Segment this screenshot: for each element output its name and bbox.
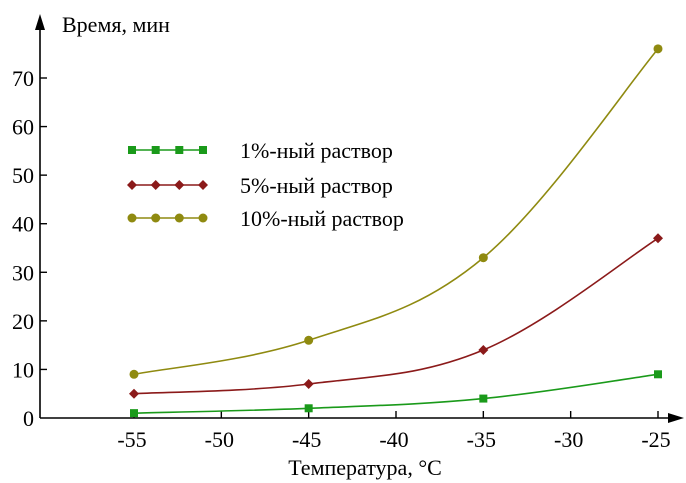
x-tick-label: -40	[379, 427, 408, 452]
legend-item-1: 1%-ный раствор	[128, 138, 393, 163]
y-tick-label: 40	[12, 212, 34, 237]
series-1	[130, 370, 662, 418]
data-point	[303, 379, 314, 389]
legend-item-2: 5%-ный раствор	[127, 173, 393, 198]
x-tick-label: -30	[554, 427, 583, 452]
legend: 1%-ный раствор 5%-ный раствор 10%-ный раст…	[127, 138, 404, 231]
series-line	[133, 48, 659, 376]
x-ticks: -55 -50 -45 -40 -35 -30 -25	[117, 411, 671, 452]
data-point	[129, 369, 139, 379]
legend-marker	[151, 213, 161, 223]
data-point	[654, 370, 662, 379]
x-tick-label: -55	[117, 427, 146, 452]
legend-label: 10%-ный раствор	[240, 206, 404, 231]
y-tick-label: 70	[12, 66, 34, 91]
y-tick-label: 20	[12, 309, 34, 334]
y-tick-label: 10	[12, 357, 34, 382]
legend-marker	[174, 213, 184, 223]
legend-marker	[198, 180, 208, 190]
data-point	[478, 345, 489, 355]
x-tick-label: -35	[467, 427, 496, 452]
x-axis-label: Температура, °C	[288, 455, 442, 480]
y-tick-label: 60	[12, 115, 34, 140]
data-point	[304, 404, 313, 413]
y-ticks: 0 10 20 30 40 50 60 70	[12, 66, 47, 431]
axes	[35, 14, 684, 423]
data-point	[478, 253, 488, 263]
y-tick-label: 50	[12, 163, 34, 188]
series-group	[129, 44, 663, 418]
data-point	[129, 388, 139, 399]
x-tick-label: -25	[641, 427, 670, 452]
legend-marker	[128, 146, 136, 154]
data-point	[130, 409, 138, 418]
legend-marker	[198, 213, 208, 223]
legend-item-3: 10%-ный раствор	[127, 206, 404, 231]
data-point	[304, 335, 314, 345]
x-tick-label: -45	[292, 427, 321, 452]
series-line	[133, 373, 659, 414]
legend-label: 5%-ный раствор	[240, 173, 393, 198]
data-point	[653, 233, 663, 244]
legend-marker	[174, 180, 185, 190]
x-tick-label: -50	[205, 427, 234, 452]
y-axis-label: Время, мин	[62, 12, 170, 37]
legend-marker	[127, 180, 137, 190]
y-tick-label: 0	[23, 406, 34, 431]
legend-marker	[151, 146, 160, 154]
x-axis-arrow	[668, 413, 684, 423]
legend-marker	[150, 180, 161, 190]
legend-marker	[175, 146, 184, 154]
series-3	[129, 44, 663, 379]
legend-marker	[127, 213, 137, 223]
y-tick-label: 30	[12, 260, 34, 285]
y-axis-arrow	[35, 14, 45, 30]
series-2	[129, 233, 663, 399]
legend-label: 1%-ный раствор	[240, 138, 393, 163]
series-line	[133, 237, 659, 395]
data-point	[479, 394, 488, 403]
legend-marker	[199, 146, 207, 154]
data-point	[653, 44, 663, 54]
